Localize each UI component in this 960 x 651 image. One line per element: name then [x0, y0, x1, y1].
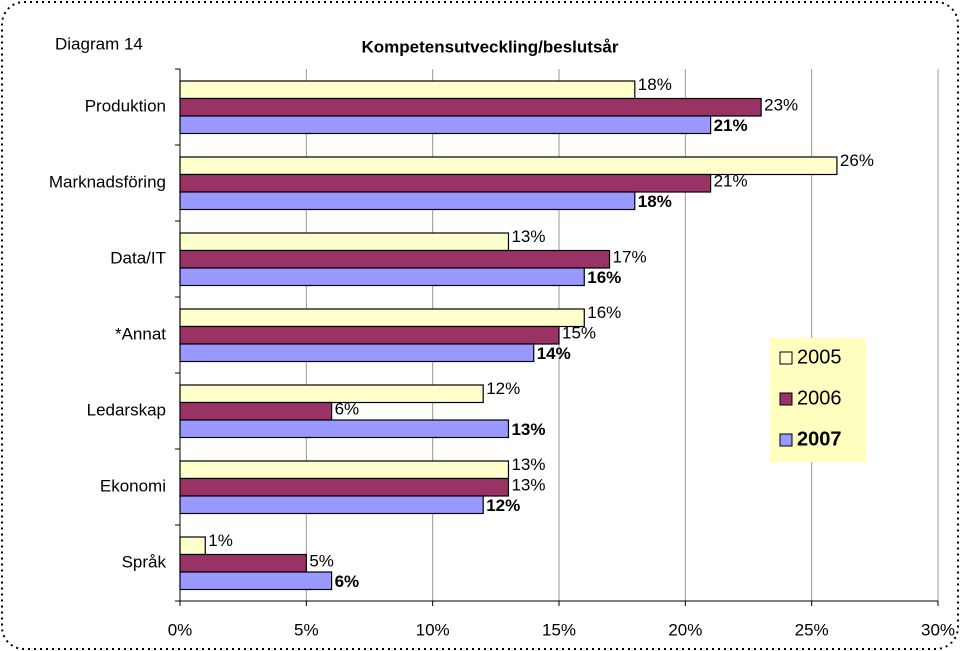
- bar: [179, 571, 333, 591]
- bar: [179, 477, 510, 497]
- bar: [179, 325, 560, 345]
- bar: [179, 536, 206, 556]
- bar: [179, 115, 712, 135]
- x-tick-label: 10%: [416, 620, 450, 639]
- bar: [179, 419, 510, 439]
- value-label: 13%: [511, 227, 545, 246]
- value-label: 12%: [486, 379, 520, 398]
- bar: [179, 384, 484, 404]
- legend-label: 2007: [797, 428, 842, 450]
- value-label: 16%: [587, 268, 621, 287]
- value-label: 18%: [638, 75, 672, 94]
- value-label: 12%: [486, 496, 520, 515]
- value-label: 13%: [511, 420, 545, 439]
- value-label: 17%: [613, 248, 647, 267]
- value-label: 6%: [335, 572, 360, 591]
- value-label: 1%: [208, 531, 233, 550]
- value-label: 21%: [714, 116, 748, 135]
- legend-label: 2005: [797, 346, 842, 368]
- bar: [179, 460, 510, 480]
- bar: [179, 249, 611, 269]
- legend-label: 2006: [797, 387, 842, 409]
- x-tick-label: 0%: [168, 620, 193, 639]
- value-label: 21%: [714, 172, 748, 191]
- y-tick-label: Ledarskap: [87, 400, 166, 419]
- x-tick-label: 15%: [542, 620, 576, 639]
- bar: [179, 232, 510, 252]
- value-label: 23%: [764, 96, 798, 115]
- value-label: 26%: [840, 151, 874, 170]
- value-label: 13%: [511, 476, 545, 495]
- y-tick-label: Ekonomi: [100, 476, 166, 495]
- x-tick-label: 25%: [795, 620, 829, 639]
- annotation: Diagram 14: [55, 34, 143, 53]
- value-label: 5%: [309, 552, 334, 571]
- bar: [179, 97, 762, 117]
- bar: [179, 80, 636, 100]
- bar: [179, 495, 484, 515]
- chart-title: Kompetensutveckling/beslutsår: [362, 37, 619, 56]
- value-label: 16%: [587, 303, 621, 322]
- value-label: 18%: [638, 192, 672, 211]
- legend-swatch: [779, 351, 793, 365]
- bar: [179, 553, 307, 573]
- value-label: 6%: [335, 400, 360, 419]
- y-tick-label: *Annat: [115, 324, 166, 343]
- y-tick-label: Marknadsföring: [49, 172, 166, 191]
- bar: [179, 267, 585, 287]
- bar: [179, 191, 636, 211]
- bar: [179, 343, 535, 363]
- x-tick-label: 30%: [921, 620, 955, 639]
- bar: [179, 401, 333, 421]
- bar: [179, 173, 712, 193]
- value-label: 14%: [537, 344, 571, 363]
- y-tick-label: Produktion: [85, 96, 166, 115]
- y-tick-label: Data/IT: [110, 248, 166, 267]
- y-tick-label: Språk: [122, 552, 167, 571]
- bar: [179, 308, 585, 328]
- value-label: 13%: [511, 455, 545, 474]
- legend-swatch: [779, 433, 793, 447]
- x-tick-label: 20%: [668, 620, 702, 639]
- legend-swatch: [779, 392, 793, 406]
- x-tick-label: 5%: [294, 620, 319, 639]
- value-label: 15%: [562, 324, 596, 343]
